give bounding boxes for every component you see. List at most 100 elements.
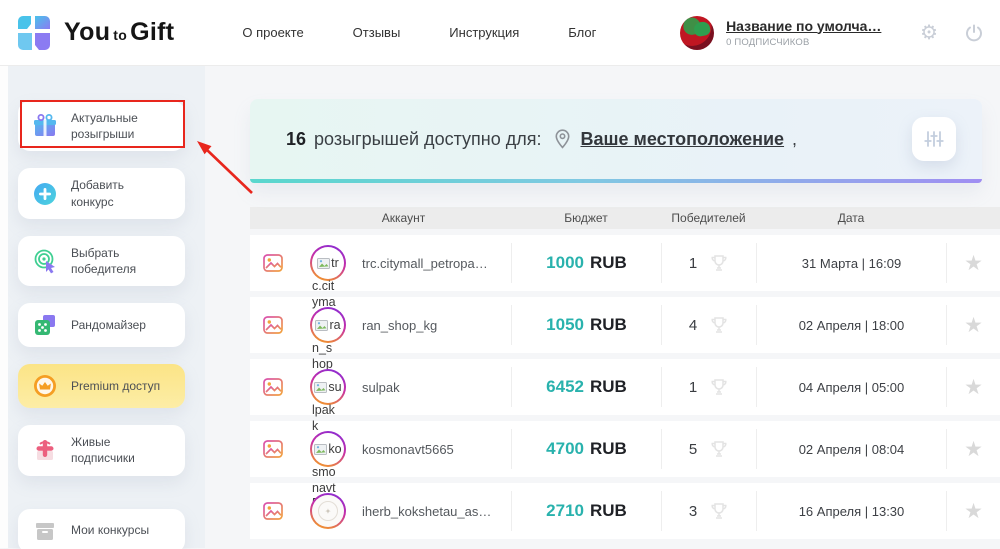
post-image-icon [250,367,296,407]
budget-cell: 4700 RUB [511,429,661,469]
sidebar-item-my-contests[interactable]: Мои конкурсы [18,508,185,549]
giveaways-banner: 16 розыгрышей доступно для: Ваше местопо… [250,99,982,183]
plus-circle-icon [32,181,58,207]
date-cell: 04 Апреля | 05:00 [756,367,946,407]
winners-cell: 1 [661,367,756,407]
profile-name-link[interactable]: Название по умолча… [726,17,882,34]
table-row[interactable]: su lpak k sulpak 6452 RUB 1 04 Апреля | 0… [250,359,1000,433]
col-winners: Победителей [671,211,746,225]
account-name[interactable]: trc.citymall_petropa… [362,255,488,271]
account-avatar: su lpak k [310,369,346,433]
gear-icon[interactable]: ⚙ [920,22,938,44]
sidebar-item-label: Живые подписчики [71,435,135,466]
favorite-star-icon[interactable]: ★ [964,313,983,337]
trophy-icon [711,441,727,457]
table-row[interactable]: ✦ iherb_kokshetau_as… 2710 RUB 3 16 Апрел… [250,483,1000,539]
col-account: Аккаунт [381,211,426,225]
sidebar-item-label: Выбрать победителя [71,245,137,276]
winner-picker-icon [32,248,58,274]
account-avatar: ✦ [310,493,346,529]
trophy-icon [711,255,727,271]
sidebar-item-live-subscribers[interactable]: Живые подписчики [18,425,185,476]
account-logo: ✦ [318,501,338,521]
nav-blog[interactable]: Блог [568,25,597,40]
crown-medal-icon [32,373,58,399]
top-header: You to Gift О проекте Отзывы Инструкция Бл… [0,0,1000,66]
power-icon[interactable] [964,23,984,43]
table-row[interactable]: ra n_s hop ran_shop_kg 1050 RUB 4 02 Апре… [250,297,1000,371]
main-nav: О проекте Отзывы Инструкция Блог [242,25,596,40]
date-cell: 02 Апреля | 08:04 [756,429,946,469]
date-cell: 16 Апреля | 13:30 [756,491,946,531]
table-row[interactable]: tr c.cit yma trc.citymall_petropa… 1000 R… [250,235,1000,309]
nav-reviews[interactable]: Отзывы [352,25,401,40]
archive-box-icon [32,518,58,544]
post-image-icon [250,305,296,345]
date-cell: 02 Апреля | 18:00 [756,305,946,345]
brand-logo-icon [14,13,54,53]
favorite-star-icon[interactable]: ★ [964,499,983,523]
budget-cell: 2710 RUB [511,491,661,531]
winners-cell: 4 [661,305,756,345]
location-link[interactable]: Ваше местоположение [580,128,785,149]
favorite-star-icon[interactable]: ★ [964,437,983,461]
live-gift-icon [32,437,58,463]
account-name[interactable]: iherb_kokshetau_as… [362,503,492,519]
trophy-icon [711,317,727,333]
account-name[interactable]: kosmonavt5665 [362,441,454,457]
banner-text: 16 розыгрышей доступно для: Ваше местопо… [286,129,797,150]
banner-label: розыгрышей доступно для: [314,128,542,149]
nav-instruction[interactable]: Инструкция [449,25,520,40]
header-profile-area: Название по умолча… 0 подписчиков ⚙ [680,15,984,50]
banner-suffix: , [792,128,798,149]
sidebar-item-label: Мои конкурсы [71,523,150,538]
post-image-icon [250,491,296,531]
avatar-alt-text: lpak k [312,403,335,433]
sidebar-item-active-giveaways[interactable]: Актуальные розыгрыши [18,101,185,152]
account-avatar: tr c.cit yma [310,245,346,309]
profile-followers: 0 подписчиков [726,36,810,48]
sidebar-item-premium[interactable]: Premium доступ [18,364,185,409]
trophy-icon [711,379,727,395]
filter-button[interactable] [912,117,956,161]
post-image-icon [250,429,296,469]
brand-logo[interactable]: You to Gift [14,13,174,53]
col-budget: Бюджет [564,211,608,225]
table-header: Аккаунт Бюджет Победителей Дата [250,207,1000,229]
post-image-icon [250,243,296,283]
winners-cell: 5 [661,429,756,469]
profile-meta: Название по умолча… 0 подписчиков [726,18,894,48]
brand-title: You to Gift [64,18,175,46]
sidebar-item-label: Добавить конкурс [71,178,125,209]
sidebar: Актуальные розыгрыши Добавить конкурс [0,66,205,549]
account-name[interactable]: sulpak [362,379,400,395]
dice-icon [32,312,58,338]
giveaway-count: 16 [286,128,307,149]
budget-cell: 1050 RUB [511,305,661,345]
location-pin-icon [555,129,570,149]
col-date: Дата [837,211,865,225]
main-content: 16 розыгрышей доступно для: Ваше местопо… [205,66,1000,548]
sidebar-item-label: Рандомайзер [71,318,146,333]
sidebar-item-label: Актуальные розыгрыши [71,111,138,142]
sidebar-item-label: Premium доступ [71,379,161,394]
sidebar-item-pick-winner[interactable]: Выбрать победителя [18,235,185,287]
sidebar-item-add-contest[interactable]: Добавить конкурс [18,168,185,219]
date-cell: 31 Марта | 16:09 [756,243,946,283]
budget-cell: 6452 RUB [511,367,661,407]
profile-avatar[interactable] [680,15,715,50]
winners-cell: 1 [661,243,756,283]
avatar-alt-text: c.cit yma [312,279,336,309]
account-avatar: ko smo navt 5 [310,431,346,510]
winners-cell: 3 [661,491,756,531]
budget-cell: 1000 RUB [511,243,661,283]
favorite-star-icon[interactable]: ★ [964,375,983,399]
favorite-star-icon[interactable]: ★ [964,251,983,275]
sidebar-item-randomizer[interactable]: Рандомайзер [18,303,185,348]
avatar-alt-text: n_s hop [312,341,333,371]
gift-icon [32,113,58,139]
nav-about[interactable]: О проекте [242,25,304,40]
account-name[interactable]: ran_shop_kg [362,317,438,333]
